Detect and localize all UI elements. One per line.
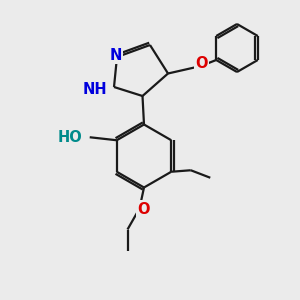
Text: HO: HO bbox=[58, 130, 82, 145]
Text: NH: NH bbox=[83, 82, 107, 97]
Text: O: O bbox=[195, 56, 208, 71]
Text: N: N bbox=[109, 48, 122, 63]
Text: O: O bbox=[137, 202, 149, 217]
